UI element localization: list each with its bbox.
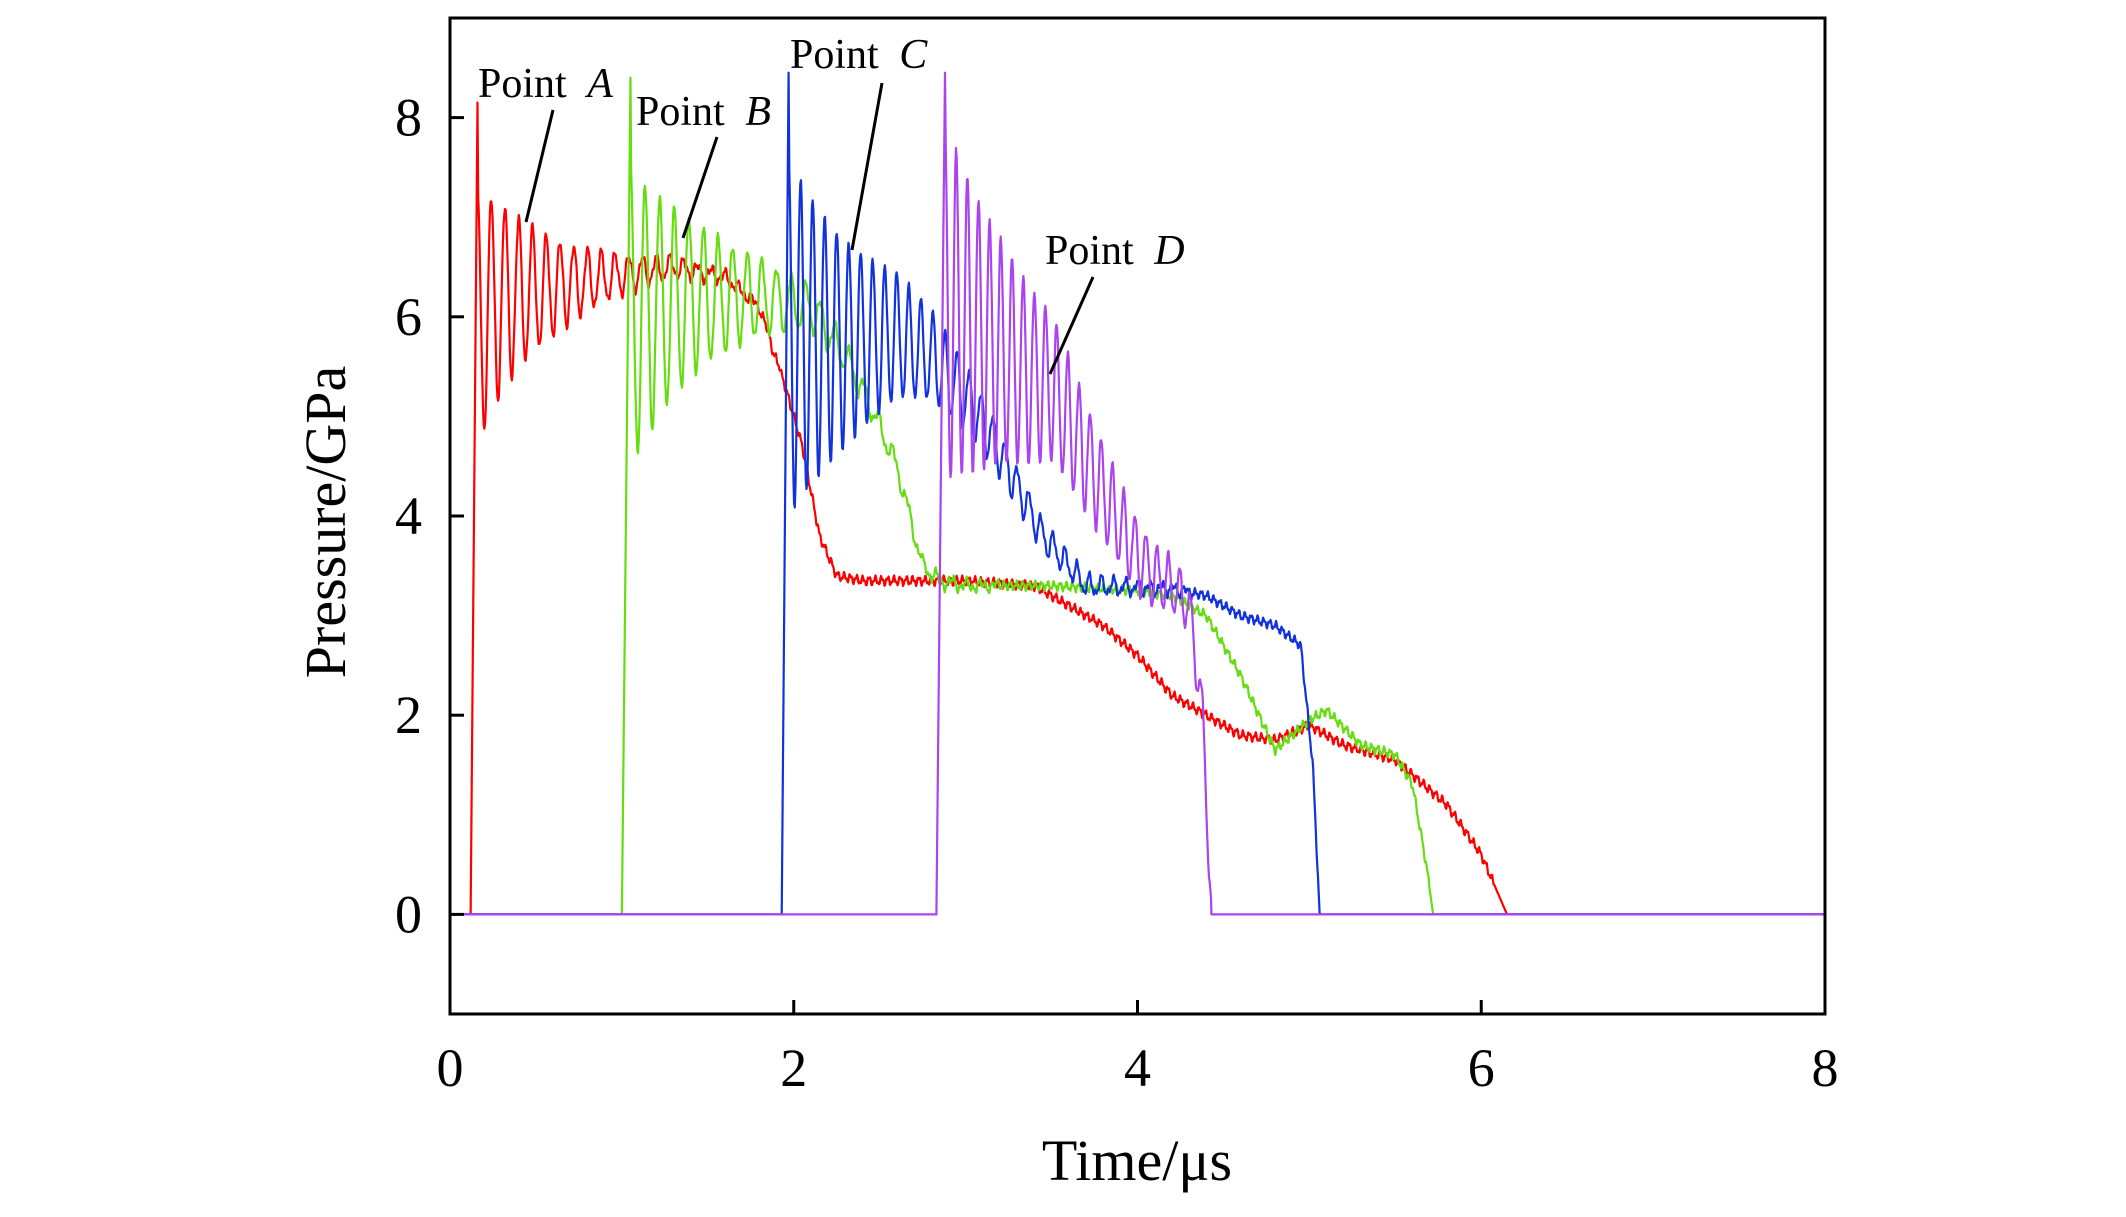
- annotation-leader: [681, 136, 719, 239]
- series-line-point-a: [450, 101, 1825, 916]
- series-line-point-d: [450, 71, 1825, 916]
- y-tick-label: 0: [395, 884, 422, 944]
- annotation-leader: [850, 82, 884, 251]
- annotation-prefix: Point: [790, 32, 889, 78]
- annotation-prefix: Point: [478, 61, 577, 107]
- x-tick-label: 0: [437, 1038, 464, 1098]
- annotation-letter: B: [745, 89, 771, 135]
- y-tick-label: 2: [395, 685, 422, 745]
- annotation-letter: A: [584, 61, 613, 107]
- y-tick-label: 8: [395, 88, 422, 148]
- annotation-prefix: Point: [1045, 228, 1144, 274]
- series-layer: [450, 71, 1825, 916]
- x-tick-label: 2: [780, 1038, 807, 1098]
- annotation-label: Point D: [1045, 228, 1185, 274]
- y-axis-title: Pressure/GPa: [293, 366, 358, 679]
- annotation-leader: [524, 109, 555, 223]
- x-tick-label: 8: [1812, 1038, 1839, 1098]
- annotation-label: Point A: [478, 61, 613, 107]
- annotation-label: Point C: [790, 32, 928, 78]
- plot-frame: [448, 16, 1827, 1016]
- series-line-point-b: [450, 76, 1825, 916]
- x-axis-title: Time/μs: [1042, 1128, 1232, 1193]
- y-ticks: 0 2 4 6 8: [395, 88, 464, 944]
- annotation-prefix: Point: [636, 89, 735, 135]
- annotation-label: Point B: [636, 89, 771, 135]
- y-tick-label: 6: [395, 287, 422, 347]
- x-ticks: 0 2 4 6 8: [437, 1000, 1839, 1098]
- x-tick-label: 6: [1468, 1038, 1495, 1098]
- y-tick-label: 4: [395, 486, 422, 546]
- x-tick-label: 4: [1124, 1038, 1151, 1098]
- annotation-leader: [1048, 276, 1095, 375]
- annotation-letter: D: [1153, 228, 1184, 274]
- annotation-letter: C: [899, 32, 928, 78]
- series-line-point-c: [450, 71, 1825, 916]
